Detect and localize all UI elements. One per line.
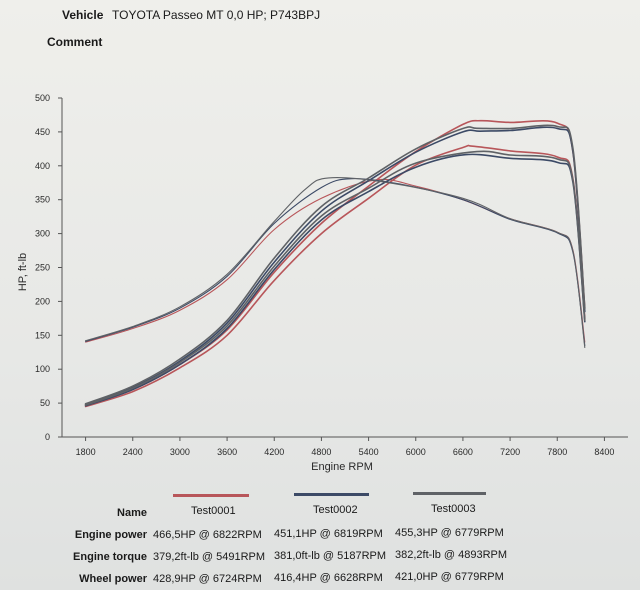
cell-wheel-power-test0003: 421,0HP @ 6779RPM xyxy=(395,571,504,583)
legend-swatch-test0002 xyxy=(294,493,369,496)
series-line-test0002-wheel-power xyxy=(84,153,586,407)
y-tick-label: 0 xyxy=(45,432,50,442)
series-line-test0003-engine-torque xyxy=(85,177,586,349)
x-tick-label: 6600 xyxy=(453,447,473,457)
series-line-test0003-wheel-power xyxy=(84,150,586,406)
cell-engine-torque-test0001: 379,2ft-lb @ 5491RPM xyxy=(153,551,266,563)
series-line-test0002-engine-power xyxy=(84,126,586,406)
y-tick-label: 400 xyxy=(35,161,50,171)
x-tick-label: 5400 xyxy=(359,447,379,457)
y-tick-label: 100 xyxy=(35,364,50,374)
y-tick-label: 200 xyxy=(35,296,50,306)
x-tick-label: 4200 xyxy=(264,447,284,457)
legend-swatch-test0001 xyxy=(173,494,249,497)
x-tick-label: 2400 xyxy=(123,447,143,457)
y-tick-label: 250 xyxy=(35,263,50,273)
cell-engine-torque-test0002: 381,0ft-lb @ 5187RPM xyxy=(274,550,387,562)
cell-wheel-power-test0001: 428,9HP @ 6724RPM xyxy=(153,573,262,585)
y-tick-label: 50 xyxy=(40,398,50,408)
legend-name-test0003: Test0003 xyxy=(431,503,476,515)
series-line-test0002-engine-torque xyxy=(85,178,586,347)
series-line-test0001-engine-power xyxy=(84,119,586,406)
series-line-test0003-engine-power xyxy=(84,124,586,405)
vehicle-value: TOYOTA Passeo MT 0,0 HP; P743BPJ xyxy=(112,8,321,22)
x-tick-label: 4800 xyxy=(311,447,331,457)
y-tick-label: 350 xyxy=(35,195,50,205)
cell-engine-torque-test0003: 382,2ft-lb @ 4893RPM xyxy=(395,549,508,561)
row-label-wheel-power: Wheel power xyxy=(79,573,147,585)
x-tick-label: 6000 xyxy=(406,447,426,457)
series-line-test0001-engine-torque xyxy=(85,178,586,343)
x-tick-label: 8400 xyxy=(594,447,614,457)
name-header: Name xyxy=(117,507,147,519)
comment-label: Comment xyxy=(47,35,103,49)
chart-axes: 0 50 100 150 200 250 300 350 400 450 500 1800 2400 30… xyxy=(35,93,628,457)
cell-engine-power-test0002: 451,1HP @ 6819RPM xyxy=(274,528,383,540)
y-tick-label: 450 xyxy=(35,127,50,137)
cell-engine-power-test0001: 466,5HP @ 6822RPM xyxy=(153,529,262,541)
vehicle-label: Vehicle xyxy=(62,8,104,22)
x-tick-label: 3000 xyxy=(170,447,190,457)
legend-name-test0002: Test0002 xyxy=(313,504,358,516)
legend-name-test0001: Test0001 xyxy=(191,505,236,517)
y-axis-label: HP, ft-lb xyxy=(17,253,29,291)
row-label-engine-torque: Engine torque xyxy=(73,551,147,563)
row-label-engine-power: Engine power xyxy=(74,529,147,541)
series-line-test0001-wheel-power xyxy=(84,144,586,408)
cell-wheel-power-test0002: 416,4HP @ 6628RPM xyxy=(274,572,383,584)
legend-swatch-test0003 xyxy=(413,492,486,495)
x-tick-label: 7800 xyxy=(547,447,567,457)
cell-engine-power-test0003: 455,3HP @ 6779RPM xyxy=(395,527,504,539)
dyno-chart: 0 50 100 150 200 250 300 350 400 450 500 1800 2400 30… xyxy=(17,93,628,473)
chart-curves xyxy=(84,119,586,408)
y-tick-label: 300 xyxy=(35,229,50,239)
x-tick-label: 3600 xyxy=(217,447,237,457)
x-axis-label: Engine RPM xyxy=(311,461,373,473)
x-tick-label: 1800 xyxy=(76,447,96,457)
y-tick-label: 150 xyxy=(35,330,50,340)
y-tick-label: 500 xyxy=(35,93,50,103)
x-tick-label: 7200 xyxy=(500,447,520,457)
